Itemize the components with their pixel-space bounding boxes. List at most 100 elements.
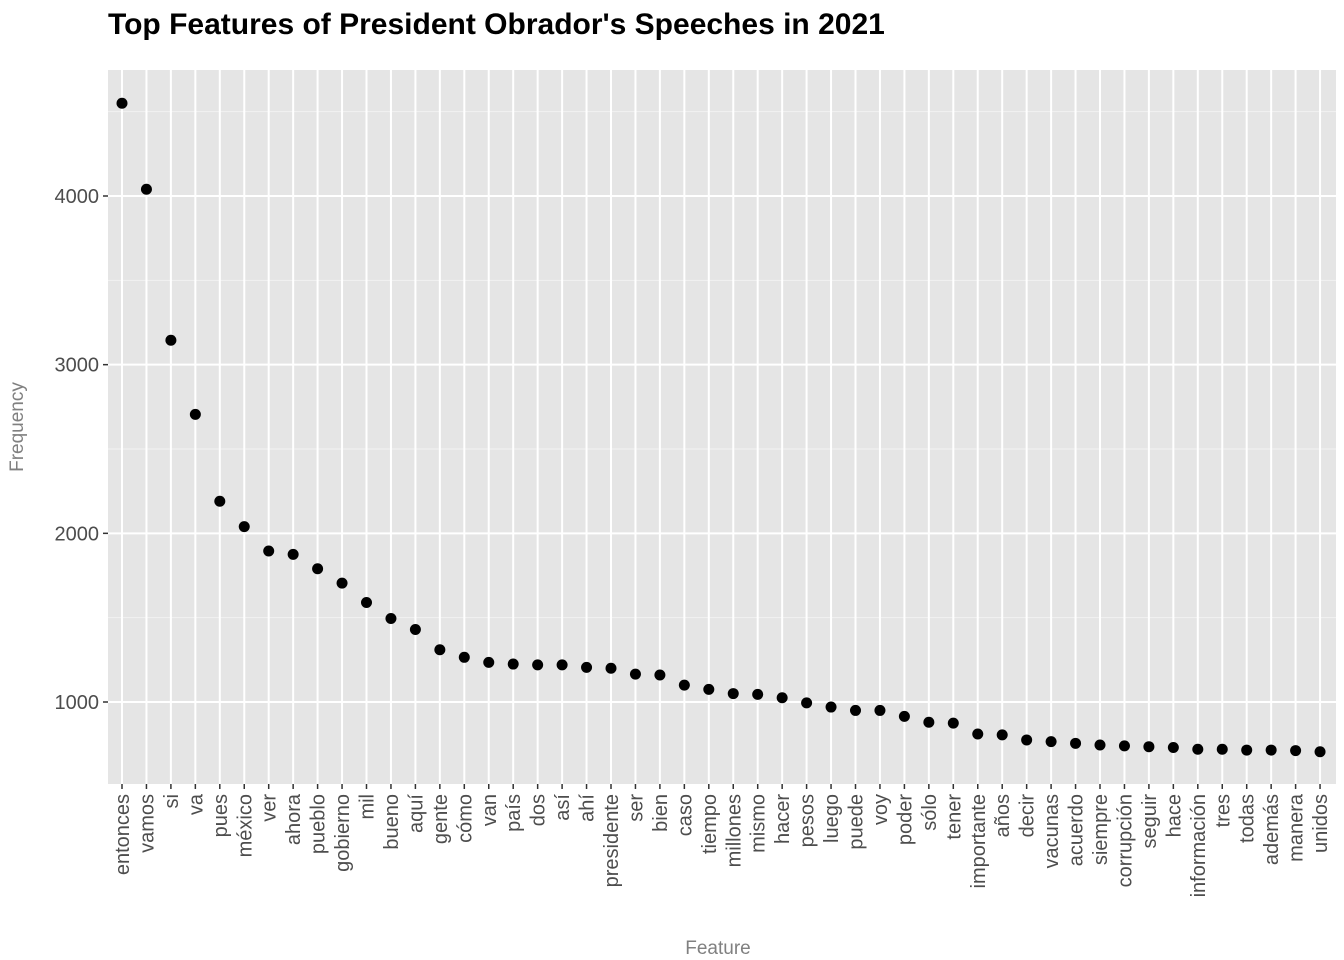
x-tick-label: país [503,794,525,832]
x-tick-label: bien [650,794,672,832]
x-tick-label: ser [625,794,647,822]
x-tick-label: tres [1212,794,1234,827]
data-point [1021,734,1033,746]
x-tick-label: dos [528,794,550,826]
data-point [1265,744,1277,756]
x-tick-label: manera [1286,793,1308,862]
x-tick-label: sólo [919,794,941,831]
x-tick-label: cómo [454,794,476,843]
data-point [409,623,421,635]
y-axis-title: Frequency [7,382,28,472]
x-tick-label: acuerdo [1066,794,1088,866]
data-point [385,613,397,625]
x-tick-label: ahora [283,793,305,845]
data-point [850,704,861,716]
data-point [801,697,813,709]
data-point [752,688,764,700]
data-point [532,659,544,671]
x-tick-label: tener [943,794,965,840]
plot-panel [108,70,1336,784]
minor-gridlines [108,111,1336,619]
data-point [972,728,984,740]
data-point [581,661,593,673]
x-tick-label: así [552,794,574,821]
x-tick-label: presidente [601,794,623,887]
x-tick-label: vacunas [1041,794,1063,869]
data-point [1216,743,1228,755]
data-point [1094,739,1106,751]
x-tick-label: mismo [748,794,770,853]
x-tick-label: además [1261,794,1283,865]
data-point [605,662,617,674]
data-point [1045,736,1057,748]
data-point [654,669,666,681]
x-tick-label: luego [821,794,843,843]
data-point [312,563,324,575]
y-tick-label: 4000 [55,186,100,208]
x-tick-label: importante [968,794,990,889]
data-point [165,334,177,346]
data-point [336,577,348,589]
x-axis-title: Feature [685,938,750,959]
data-point [263,545,275,557]
data-point [776,692,788,704]
y-tick-label: 1000 [55,692,100,714]
data-point [727,688,739,700]
x-tick-label: vamos [136,794,158,853]
x-tick-label: bueno [381,794,403,850]
data-point [703,683,715,695]
data-point [116,97,128,109]
data-point [678,679,690,691]
data-point [947,717,959,729]
chart-title: Top Features of President Obrador's Spee… [108,8,885,41]
data-point [287,548,299,560]
x-tick-label: hace [1163,794,1185,837]
x-tick-label: pesos [797,794,819,847]
x-tick-label: si [161,794,183,808]
data-point [1167,742,1179,754]
data-point [1314,746,1326,758]
x-tick-label: méxico [234,794,256,857]
x-tick-label: aquí [405,794,427,833]
x-tick-label: pueblo [308,794,330,854]
x-tick-label: ahí [577,794,599,822]
data-points [116,97,1326,758]
x-tick-label: caso [674,794,696,836]
x-tick-label: va [185,793,207,815]
data-point [1070,737,1082,749]
x-tick-label: gente [430,794,452,844]
x-tick-label: años [992,794,1014,837]
x-tick-label: siempre [1090,794,1112,865]
x-tick-label: decir [1017,794,1039,838]
data-point [483,656,495,668]
data-point [434,644,446,656]
data-point [874,704,886,716]
data-point [898,710,910,722]
x-tick-label: unidos [1310,794,1332,853]
data-point [361,596,372,608]
data-point [507,658,519,670]
data-point [629,668,641,680]
x-tick-label: puede [846,794,868,850]
x-tick-label: pues [210,794,232,837]
data-point [238,521,250,533]
y-tick-label: 2000 [55,523,100,545]
data-point [189,408,201,420]
x-tick-label: millones [723,794,745,867]
data-point [1118,740,1130,752]
x-tick-label: ver [259,794,281,822]
major-gridlines [108,70,1336,784]
x-tick-label: gobierno [332,794,354,872]
x-tick-label: corrupción [1114,794,1136,887]
x-tick-label: entonces [112,794,134,875]
x-tick-label: van [479,794,501,826]
data-point [1241,744,1253,756]
y-tick-label: 3000 [55,355,100,377]
x-tick-label: información [1188,794,1210,897]
data-point [825,701,837,713]
data-point [214,495,226,507]
y-axis-ticks: 1000 2000 3000 4000 [55,186,108,714]
data-point [923,716,935,728]
data-point [996,729,1008,741]
